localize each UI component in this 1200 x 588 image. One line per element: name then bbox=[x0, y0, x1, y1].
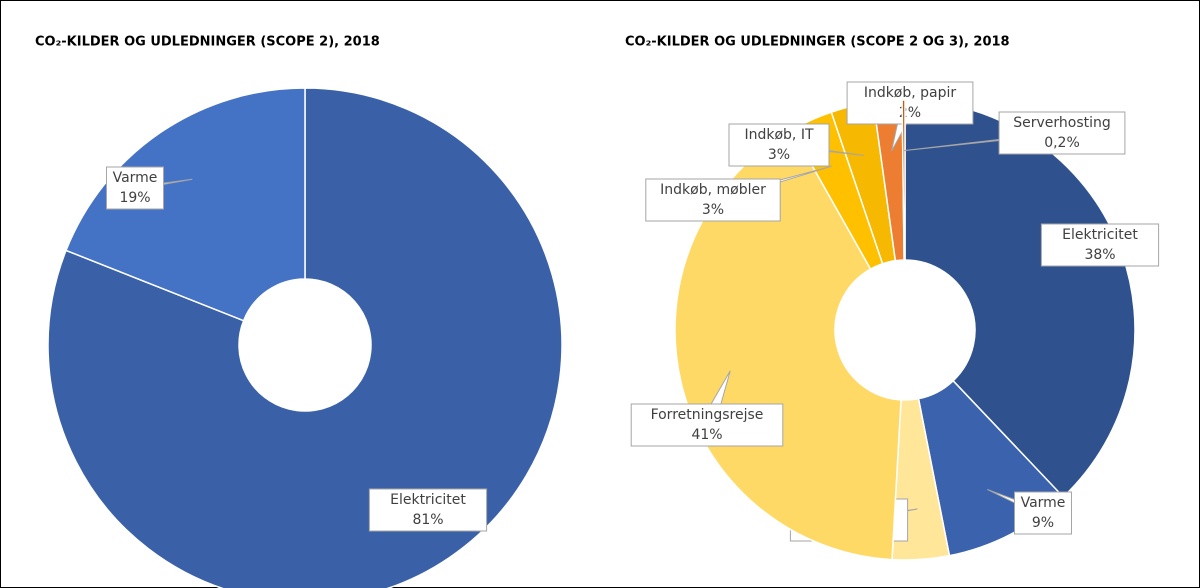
data-label-name: Elektricitet bbox=[1062, 227, 1138, 243]
data-label-value: 81% bbox=[412, 512, 443, 528]
data-label-name: Indkøb, IT bbox=[744, 127, 813, 143]
data-label-value: 19% bbox=[119, 190, 150, 206]
data-label-name: Indkøb, papir bbox=[864, 85, 957, 101]
data-label-name: Forretningsrejse bbox=[651, 407, 764, 423]
callout-mask bbox=[730, 125, 828, 165]
data-label-value: 0,2% bbox=[1044, 135, 1080, 151]
data-label-name: Serverhosting bbox=[1013, 115, 1111, 131]
chart-title: CO₂-KILDER OG UDLEDNINGER (SCOPE 2 OG 3)… bbox=[625, 35, 1010, 50]
slice bbox=[65, 87, 306, 322]
data-label-name: Elektricitet bbox=[390, 492, 466, 508]
data-label-name: Indkøb, møbler bbox=[660, 182, 766, 198]
data-label-value: 9% bbox=[1032, 515, 1054, 531]
data-label-name: Varme bbox=[1021, 495, 1066, 511]
slice bbox=[901, 99, 906, 261]
callout-mask bbox=[1000, 113, 1124, 153]
callout-mask bbox=[1042, 225, 1158, 265]
callout-mask bbox=[107, 168, 163, 208]
data-label-value: 41% bbox=[691, 427, 722, 443]
data-label-value: 3% bbox=[702, 202, 724, 218]
callout-mask bbox=[370, 490, 486, 530]
callout-mask bbox=[848, 83, 972, 123]
callout-mask bbox=[1015, 493, 1071, 533]
chart-title: CO₂-KILDER OG UDLEDNINGER (SCOPE 2), 201… bbox=[35, 35, 380, 50]
data-label-value: 38% bbox=[1084, 247, 1115, 263]
callout-mask bbox=[646, 180, 780, 220]
data-label-name: Varme bbox=[113, 170, 158, 186]
callout-mask bbox=[632, 405, 782, 445]
data-label-value: 3% bbox=[768, 147, 790, 163]
slice bbox=[47, 87, 563, 588]
